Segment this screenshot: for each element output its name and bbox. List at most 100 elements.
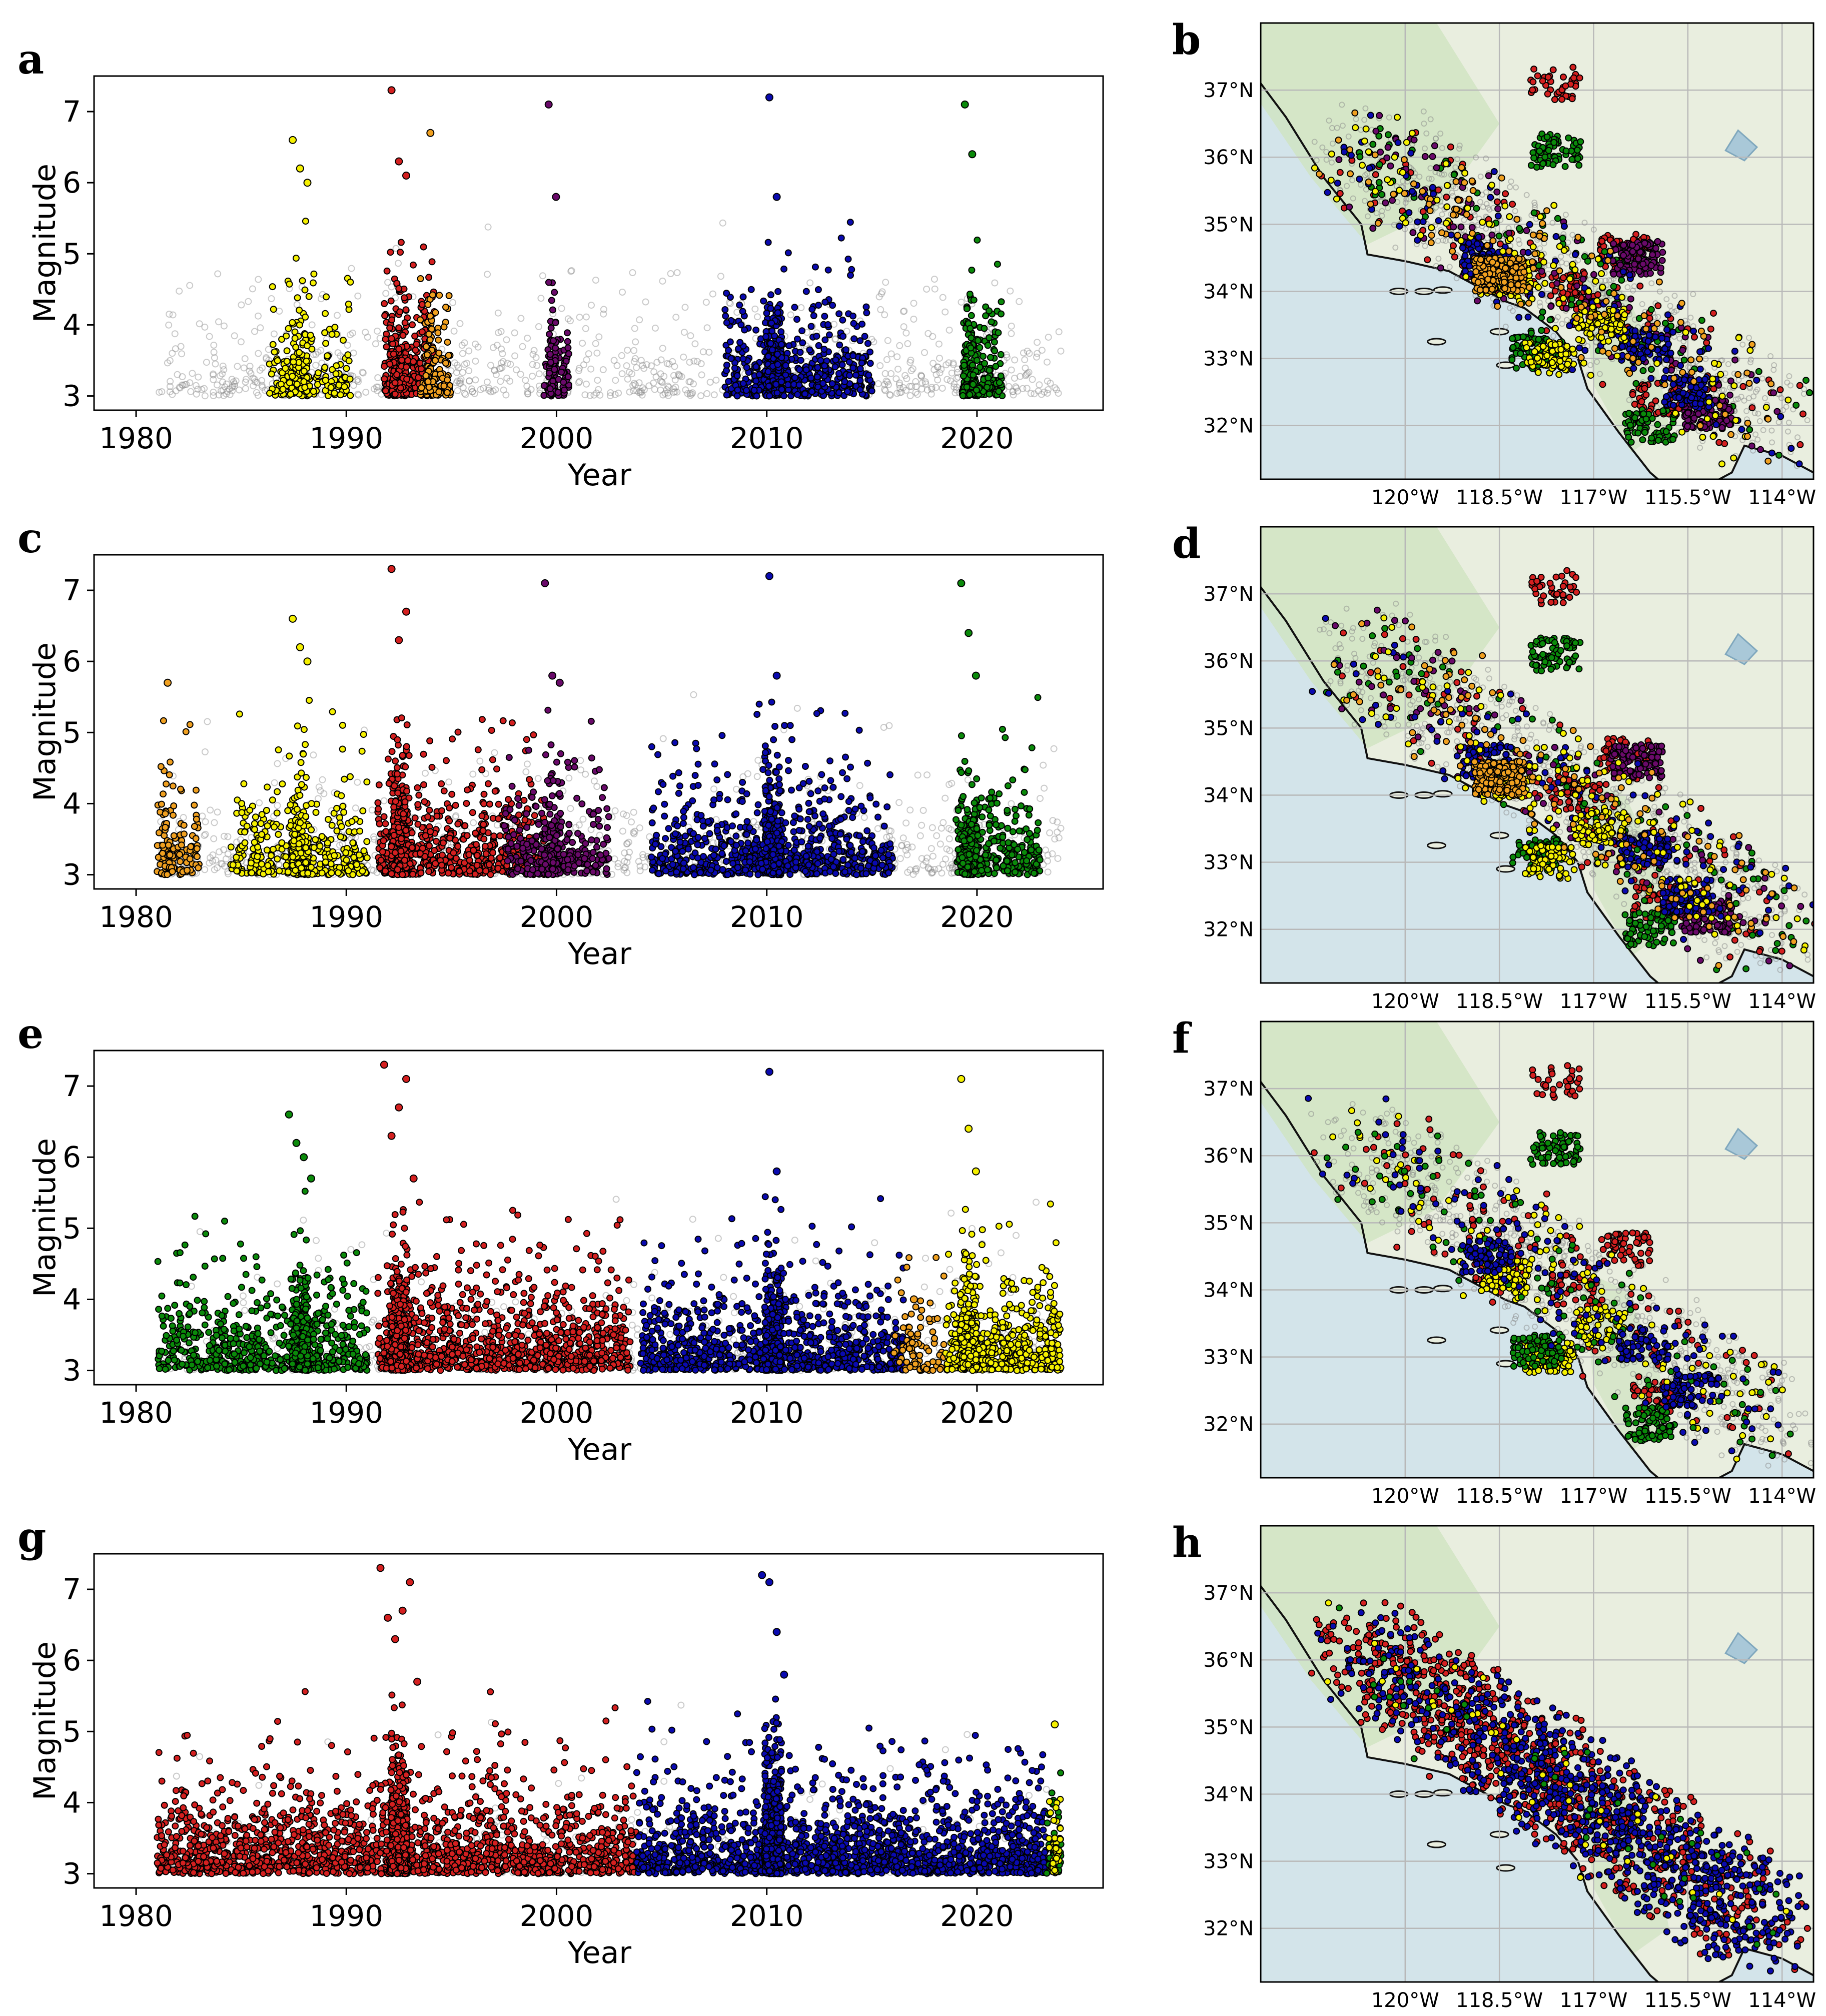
- point: [709, 290, 716, 298]
- point: [835, 389, 842, 396]
- point: [802, 366, 810, 374]
- point: [296, 349, 303, 356]
- point: [322, 340, 330, 347]
- point: [623, 362, 630, 370]
- point: [899, 834, 907, 842]
- point: [595, 386, 602, 393]
- point: [397, 384, 404, 392]
- point: [443, 757, 450, 764]
- point: [750, 818, 757, 825]
- point: [797, 357, 804, 364]
- point: [974, 236, 981, 244]
- point: [487, 854, 495, 862]
- point: [410, 358, 417, 365]
- point: [219, 860, 226, 868]
- point: [665, 392, 672, 399]
- point: [502, 391, 510, 399]
- point: [885, 827, 893, 834]
- point: [665, 360, 673, 368]
- point: [360, 731, 367, 738]
- point: [638, 388, 645, 395]
- point: [170, 832, 178, 839]
- x-tick-label: 1990: [309, 421, 383, 455]
- point: [297, 759, 305, 766]
- point: [673, 388, 681, 396]
- point: [395, 260, 402, 267]
- point: [370, 833, 377, 840]
- point: [670, 389, 677, 396]
- point: [456, 380, 463, 387]
- point: [1025, 369, 1033, 376]
- point: [179, 382, 187, 389]
- point: [214, 808, 221, 816]
- point: [258, 811, 266, 818]
- point: [368, 806, 376, 814]
- point: [917, 372, 925, 379]
- point: [997, 351, 1005, 358]
- point: [1009, 388, 1017, 396]
- point: [497, 365, 504, 372]
- point: [358, 747, 366, 755]
- point: [675, 371, 682, 378]
- point: [507, 361, 514, 368]
- point: [881, 386, 888, 393]
- point: [882, 377, 890, 385]
- point: [310, 751, 317, 759]
- point: [495, 800, 502, 808]
- point: [928, 845, 935, 852]
- point: [547, 359, 554, 366]
- point: [532, 354, 540, 361]
- point: [524, 390, 532, 398]
- point: [994, 261, 1001, 268]
- point: [910, 316, 918, 323]
- point: [1055, 328, 1063, 336]
- point: [593, 783, 601, 790]
- point: [263, 355, 270, 363]
- point: [815, 342, 822, 349]
- point: [495, 815, 502, 822]
- point: [328, 821, 336, 829]
- point: [224, 833, 232, 840]
- point: [302, 844, 310, 851]
- point: [535, 370, 543, 378]
- point: [214, 270, 222, 278]
- point: [250, 382, 257, 390]
- point: [300, 726, 308, 733]
- point: [766, 392, 773, 400]
- point: [918, 385, 926, 393]
- point: [912, 867, 920, 875]
- point: [233, 838, 241, 846]
- point: [530, 731, 537, 738]
- point: [645, 382, 653, 390]
- point: [595, 333, 603, 341]
- point: [485, 385, 493, 392]
- point: [821, 362, 828, 370]
- point: [191, 801, 198, 809]
- point: [837, 234, 845, 242]
- point: [308, 345, 316, 353]
- point: [1045, 334, 1052, 341]
- point: [223, 380, 230, 388]
- point-large: [289, 136, 297, 144]
- point: [353, 377, 361, 384]
- x-axis-label: Year: [567, 458, 631, 493]
- point: [489, 387, 497, 395]
- point: [340, 337, 347, 344]
- point: [534, 775, 542, 782]
- point: [580, 361, 587, 369]
- point: [176, 287, 183, 295]
- point: [894, 365, 901, 373]
- point: [170, 811, 177, 819]
- point: [380, 837, 387, 844]
- point: [440, 839, 447, 846]
- point: [918, 372, 925, 380]
- point: [470, 819, 477, 826]
- point: [458, 342, 466, 349]
- point: [294, 722, 301, 730]
- point: [296, 321, 303, 329]
- point: [909, 870, 917, 878]
- point: [210, 835, 218, 842]
- point: [487, 362, 494, 369]
- point: [418, 384, 425, 392]
- point: [643, 361, 650, 368]
